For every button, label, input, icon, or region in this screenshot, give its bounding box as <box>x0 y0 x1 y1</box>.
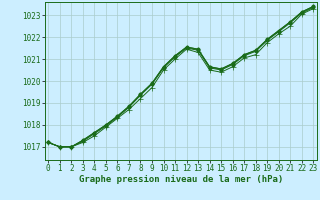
X-axis label: Graphe pression niveau de la mer (hPa): Graphe pression niveau de la mer (hPa) <box>79 175 283 184</box>
